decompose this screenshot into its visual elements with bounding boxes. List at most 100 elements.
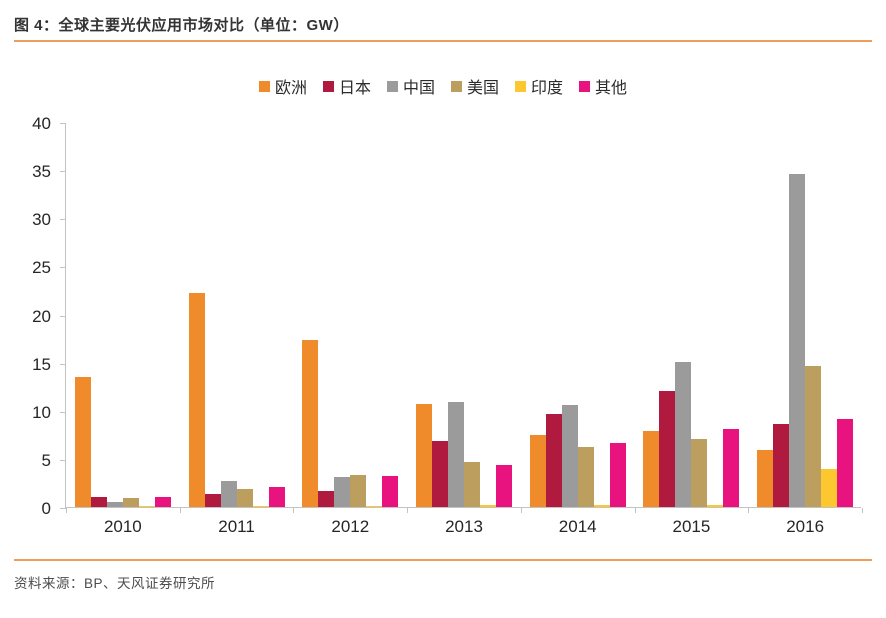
x-axis-tick: [520, 508, 522, 513]
legend-item-印度: 印度: [515, 74, 563, 98]
bar-中国-2014: [561, 405, 578, 507]
y-axis-label: 10: [32, 402, 51, 422]
legend-item-中国: 中国: [386, 74, 435, 98]
bar-中国-2013: [447, 402, 464, 507]
y-axis-tick: [60, 459, 66, 461]
bar-欧洲-2010: [74, 377, 91, 507]
bar-group-2014: [521, 123, 635, 507]
legend-label: 欧洲: [274, 80, 307, 97]
legend-item-欧洲: 欧洲: [258, 74, 307, 98]
legend-swatch-icon: [322, 80, 334, 92]
bar-美国-2014: [577, 447, 594, 507]
legend-item-日本: 日本: [322, 74, 371, 98]
bar-美国-2015: [691, 439, 708, 507]
bar-中国-2010: [106, 502, 123, 507]
chart-title: 图 4：全球主要光伏应用市场对比（单位：GW）: [14, 17, 349, 34]
legend-swatch-icon: [386, 80, 398, 92]
y-axis-label: 30: [32, 210, 51, 230]
x-axis-tick: [293, 508, 295, 513]
x-axis-label-2015: 2015: [672, 517, 711, 536]
y-axis-tick: [60, 508, 66, 509]
x-axis-tick: [66, 508, 67, 513]
bar-其他-2016: [837, 419, 854, 507]
bar-group-2013: [407, 123, 521, 507]
bar-美国-2016: [805, 366, 822, 507]
legend-swatch-icon: [258, 80, 270, 92]
bar-印度-2015: [707, 505, 724, 507]
legend-label: 其他: [595, 80, 628, 97]
bar-印度-2010: [138, 506, 155, 507]
bar-group-2010: [66, 123, 180, 507]
bar-欧洲-2014: [529, 435, 546, 507]
x-axis-label-2011: 2011: [218, 517, 255, 536]
bar-group-2012: [293, 123, 407, 507]
x-axis-tick: [634, 508, 636, 513]
bar-欧洲-2016: [757, 450, 774, 507]
y-axis-tick: [60, 171, 66, 173]
y-axis-tick: [60, 267, 66, 269]
legend-label: 日本: [338, 80, 371, 97]
legend: 欧洲 日本 中国 美国 印度 其他: [0, 74, 886, 98]
bar-日本-2010: [90, 497, 107, 507]
bar-印度-2012: [366, 506, 383, 507]
legend-item-美国: 美国: [451, 74, 499, 98]
y-axis-tick: [60, 411, 66, 413]
y-axis-tick: [60, 363, 66, 365]
legend-label: 中国: [402, 80, 435, 97]
y-axis-label: 25: [32, 258, 51, 278]
bar-日本-2012: [318, 491, 335, 507]
x-axis-label-2014: 2014: [558, 517, 597, 536]
y-axis-label: 20: [32, 306, 51, 326]
bar-美国-2012: [350, 475, 367, 507]
bar-group-2015: [635, 123, 749, 507]
legend-swatch-icon: [451, 80, 462, 92]
bar-美国-2013: [463, 462, 480, 507]
bar-印度-2014: [593, 505, 610, 507]
bar-日本-2014: [545, 414, 562, 507]
bar-日本-2015: [659, 391, 676, 507]
y-axis-label: 5: [41, 450, 51, 470]
source-note: 资料来源：BP、天风证券研究所: [14, 576, 216, 591]
y-axis-label: 0: [41, 499, 51, 518]
y-axis-tick: [60, 219, 66, 221]
y-axis-tick: [60, 315, 66, 317]
y-axis-label: 15: [32, 354, 51, 374]
bar-其他-2012: [382, 476, 399, 507]
x-axis-tick: [862, 508, 863, 513]
bar-印度-2013: [479, 505, 496, 507]
bar-其他-2011: [268, 487, 285, 507]
bar-日本-2016: [773, 424, 790, 507]
y-axis-tick: [60, 123, 66, 124]
bar-其他-2015: [723, 429, 740, 507]
legend-label: 印度: [531, 80, 564, 97]
bar-中国-2015: [675, 362, 692, 507]
bar-欧洲-2011: [188, 293, 205, 507]
bar-chart-plot-area: 0 5 10 15 20 25 30 35 40 2010 2011 2012 2013 2014 2015…: [32, 115, 863, 536]
x-axis-tick: [179, 508, 181, 513]
bar-日本-2011: [204, 494, 221, 507]
bar-日本-2013: [431, 441, 448, 507]
legend-item-其他: 其他: [579, 74, 627, 98]
bar-中国-2016: [789, 174, 806, 507]
bar-其他-2013: [495, 465, 512, 507]
bar-印度-2016: [821, 469, 838, 507]
x-axis-label-2010: 2010: [103, 517, 142, 536]
x-axis-tick: [407, 508, 409, 513]
footer-divider: [14, 559, 872, 561]
bar-美国-2011: [236, 489, 253, 507]
bar-欧洲-2013: [415, 404, 432, 507]
legend-swatch-icon: [579, 80, 591, 92]
bar-中国-2011: [220, 481, 237, 507]
bar-欧洲-2012: [302, 340, 319, 507]
bar-中国-2012: [334, 477, 351, 507]
legend-swatch-icon: [515, 80, 527, 92]
legend-label: 美国: [467, 80, 500, 97]
bar-印度-2011: [252, 506, 269, 507]
y-axis-label: 40: [32, 114, 51, 133]
bar-美国-2010: [122, 498, 139, 507]
x-axis-label-2012: 2012: [331, 517, 370, 536]
bar-其他-2010: [154, 497, 171, 507]
title-divider: [14, 40, 872, 42]
bar-欧洲-2015: [643, 431, 660, 507]
